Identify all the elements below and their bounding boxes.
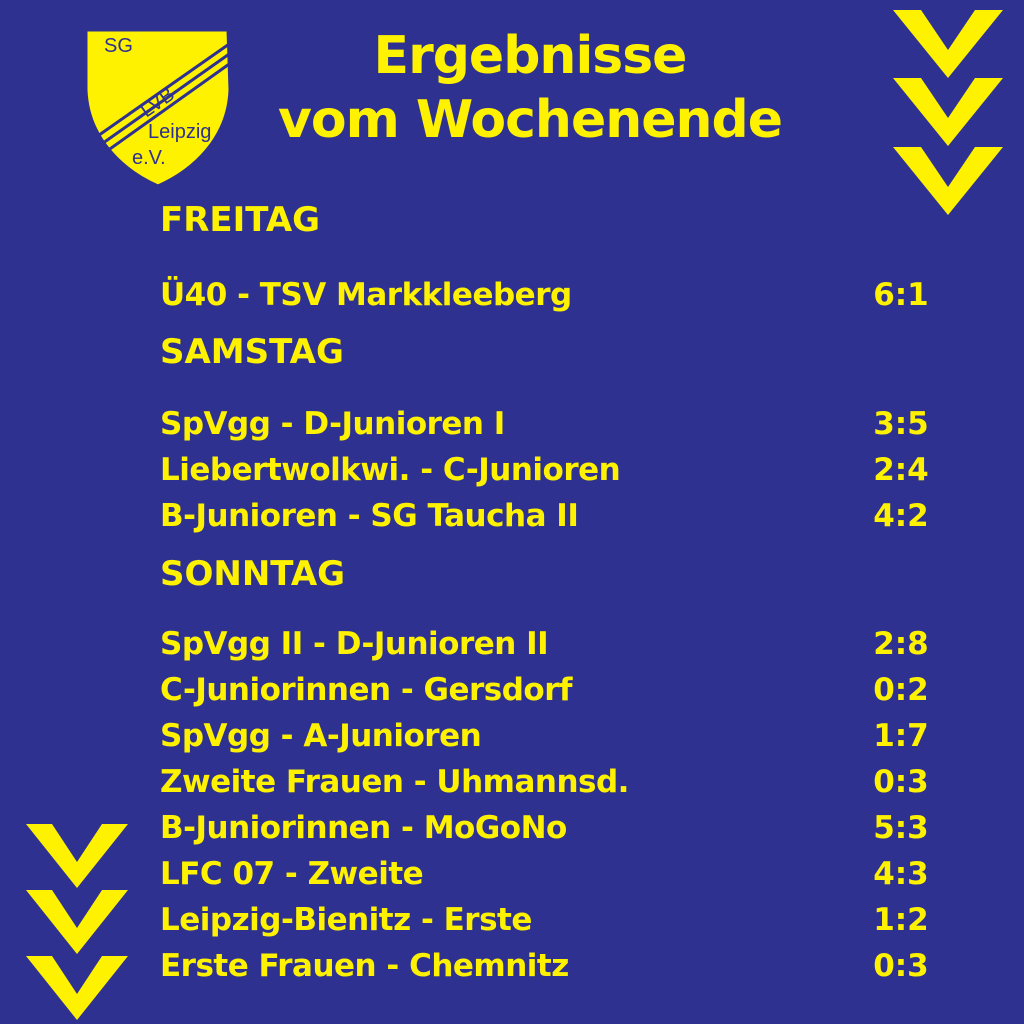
match-teams: Erste Frauen - Chemnitz [160,948,569,984]
match-teams: Ü40 - TSV Markkleeberg [160,277,572,313]
match-score: 0:2 [873,672,929,708]
match-teams: Liebertwolkwi. - C-Junioren [160,452,621,488]
match-teams: SpVgg - A-Junioren [160,718,482,754]
day-heading-sonntag: SONNTAG [160,554,346,594]
match-row: SpVgg - D-Junioren I 3:5 [160,406,936,452]
chevron-down-triple-icon [26,824,128,1020]
match-teams: SpVgg II - D-Junioren II [160,626,549,662]
match-teams: Zweite Frauen - Uhmannsd. [160,764,629,800]
chevron-down-triple-icon [893,10,1003,215]
club-logo: SG LVB Leipzig e.V. [84,28,233,188]
match-score: 4:2 [873,498,929,534]
logo-city: Leipzig [148,121,211,143]
match-row: SpVgg - A-Junioren 1:7 [160,718,936,764]
match-score: 2:8 [873,626,929,662]
match-score: 4:3 [873,856,929,892]
match-row: SpVgg II - D-Junioren II 2:8 [160,626,936,672]
match-row: B-Junioren - SG Taucha II 4:2 [160,498,936,544]
match-score: 0:3 [873,948,929,984]
logo-ev: e.V. [132,147,166,169]
match-score: 2:4 [873,452,929,488]
page-title: Ergebnisse vom Wochenende [250,24,810,152]
title-line-1: Ergebnisse [373,26,688,86]
match-row: C-Juniorinnen - Gersdorf 0:2 [160,672,936,718]
match-score: 6:1 [873,277,929,313]
logo-sg: SG [104,35,133,57]
match-score: 0:3 [873,764,929,800]
match-teams: C-Juniorinnen - Gersdorf [160,672,573,708]
title-line-2: vom Wochenende [277,90,783,150]
match-teams: B-Juniorinnen - MoGoNo [160,810,567,846]
match-score: 1:2 [873,902,929,938]
match-row: Ü40 - TSV Markkleeberg 6:1 [160,277,936,323]
match-teams: Leipzig-Bienitz - Erste [160,902,532,938]
match-row: LFC 07 - Zweite 4:3 [160,856,936,902]
match-teams: B-Junioren - SG Taucha II [160,498,579,534]
match-score: 1:7 [873,718,929,754]
match-teams: SpVgg - D-Junioren I [160,406,505,442]
match-row: Leipzig-Bienitz - Erste 1:2 [160,902,936,948]
match-row: Liebertwolkwi. - C-Junioren 2:4 [160,452,936,498]
match-row: Zweite Frauen - Uhmannsd. 0:3 [160,764,936,810]
day-heading-samstag: SAMSTAG [160,332,344,372]
day-heading-freitag: FREITAG [160,200,321,240]
match-row: B-Juniorinnen - MoGoNo 5:3 [160,810,936,856]
match-teams: LFC 07 - Zweite [160,856,424,892]
match-row: Erste Frauen - Chemnitz 0:3 [160,948,936,994]
match-score: 5:3 [873,810,929,846]
match-score: 3:5 [873,406,929,442]
